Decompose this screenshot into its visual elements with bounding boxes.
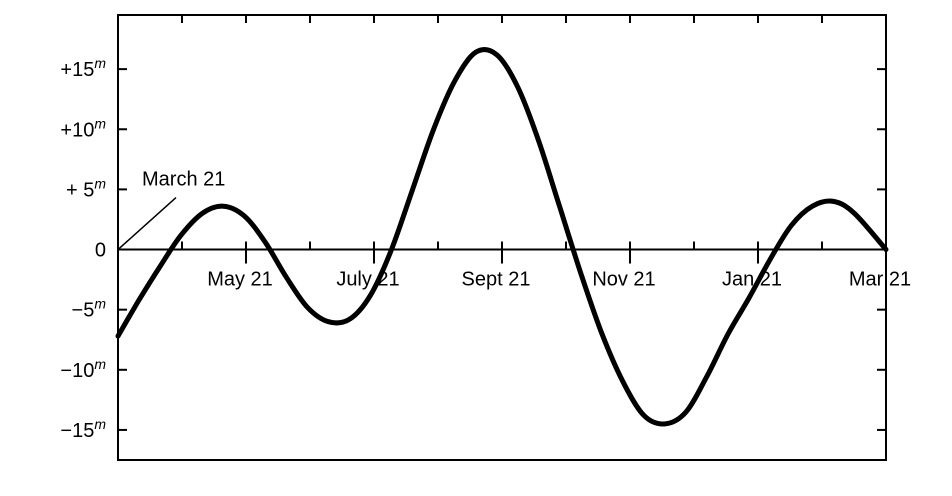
data-series-line [115, 47, 889, 427]
x-tick-label: Mar 21 [849, 269, 911, 291]
y-tick-label-value: −5 [72, 300, 95, 322]
x-tick-label: Sept 21 [462, 269, 531, 291]
y-tick-label-value: + 5 [66, 179, 94, 201]
annotation-leader-line [117, 196, 177, 251]
x-tick-label: Nov 21 [592, 269, 655, 291]
y-tick-label: −5m [72, 296, 107, 322]
tick-marks [118, 15, 886, 431]
y-tick-label: +15m [60, 55, 106, 81]
y-tick-label-unit: m [94, 356, 106, 372]
y-tick-label-unit: m [94, 115, 106, 131]
y-tick-label: +10m [60, 115, 106, 141]
y-tick-label-value: 0 [95, 240, 106, 262]
y-tick-label-value: −10 [60, 360, 94, 382]
y-tick-label-unit: m [94, 416, 106, 432]
y-tick-label: −10m [60, 356, 106, 382]
y-tick-label-unit: m [94, 55, 106, 71]
y-tick-label-unit: m [94, 296, 106, 312]
y-tick-label-value: −15 [60, 420, 94, 442]
x-tick-label: Jan 21 [722, 269, 782, 291]
y-tick-label: + 5m [66, 175, 106, 201]
y-tick-label-unit: m [94, 175, 106, 191]
plot-frame [117, 14, 887, 461]
y-tick-label: −15m [60, 416, 106, 442]
x-tick-label: May 21 [207, 269, 273, 291]
y-tick-label-value: +10 [60, 119, 94, 141]
y-tick-label-value: +15 [60, 59, 94, 81]
x-tick-labels: May 21 July 21 Sept 21 Nov 21 Jan 21 Mar 21 [207, 269, 911, 291]
y-tick-labels: +15m+10m+ 5m0−5m−10m−15m [60, 55, 106, 442]
annotation-march-21: March 21 [142, 169, 225, 191]
y-tick-label: 0 [95, 240, 106, 262]
x-tick-label: July 21 [336, 269, 399, 291]
